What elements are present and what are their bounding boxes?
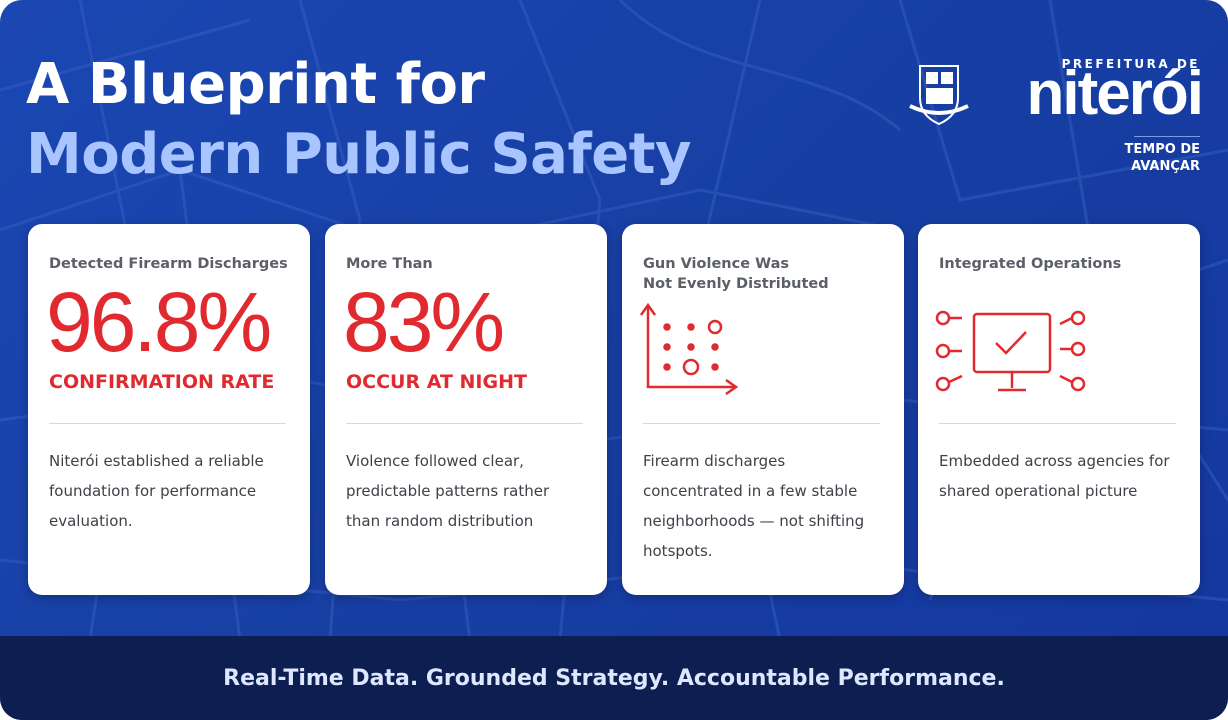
card-body: Violence followed clear, predictable patt… (346, 446, 549, 536)
card-stat: 83% (343, 275, 505, 369)
logo-prefix: PREFEITURA DE (1061, 57, 1200, 71)
body-line: hotspots. (643, 542, 713, 560)
title-line: Modern Public Safety (26, 122, 692, 187)
operations-icon (935, 310, 1086, 392)
logo-slogan: TEMPO DE (1124, 142, 1200, 157)
body-line: Embedded across agencies for (939, 452, 1170, 470)
divider (643, 423, 880, 424)
label-line: Not Evenly Distributed (643, 276, 829, 292)
card-label: Gun Violence Was Not Evenly Distributed (643, 254, 829, 294)
card: Gun Violence Was Not Evenly Distributed F… (622, 224, 904, 595)
title-line: A Blueprint for (26, 52, 485, 117)
card-body: Embedded across agencies for shared opera… (939, 446, 1170, 506)
body-line: Niterói established a reliable (49, 452, 264, 470)
label-line: Integrated Operations (939, 256, 1122, 272)
stat-caption: OCCUR AT NIGHT (346, 371, 527, 393)
scatter-icon (639, 302, 739, 396)
label-line: More Than (346, 256, 433, 272)
card: Integrated Operations Embedded across ag… (918, 224, 1200, 595)
footer: Real-Time Data. Grounded Strategy. Accou… (0, 636, 1228, 720)
body-line: Violence followed clear, (346, 452, 524, 470)
body-line: Firearm discharges (643, 452, 786, 470)
divider (346, 423, 583, 424)
card-label: Integrated Operations (939, 254, 1121, 274)
body-line: than random distribution (346, 512, 534, 530)
body-line: shared operational picture (939, 482, 1138, 500)
logo-name: niterói (1026, 59, 1204, 128)
card-label: More Than (346, 254, 433, 274)
body-line: predictable patterns rather (346, 482, 550, 500)
body-line: neighborhoods — not shifting (643, 512, 865, 530)
logo-divider (1134, 136, 1200, 137)
stat-caption: CONFIRMATION RATE (49, 371, 275, 393)
body-line: foundation for performance (49, 482, 257, 500)
label-line: Detected Firearm Discharges (49, 256, 288, 272)
divider (49, 423, 286, 424)
card-stat: 96.8% (46, 275, 272, 369)
card-body: Firearm discharges concentrated in a few … (643, 446, 864, 566)
emblem (909, 65, 969, 126)
card: More Than 83% OCCUR AT NIGHT Violence fo… (325, 224, 607, 595)
card-body: Niterói established a reliable foundation… (49, 446, 264, 536)
card-label: Detected Firearm Discharges (49, 254, 288, 274)
logo-slogan: AVANÇAR (1131, 159, 1200, 174)
divider (939, 423, 1176, 424)
body-line: concentrated in a few stable (643, 482, 858, 500)
body-line: evaluation. (49, 512, 133, 530)
card: Detected Firearm Discharges 96.8% CONFIR… (28, 224, 310, 595)
tagline: Real-Time Data. Grounded Strategy. Accou… (223, 665, 1005, 691)
label-line: Gun Violence Was (643, 256, 789, 272)
